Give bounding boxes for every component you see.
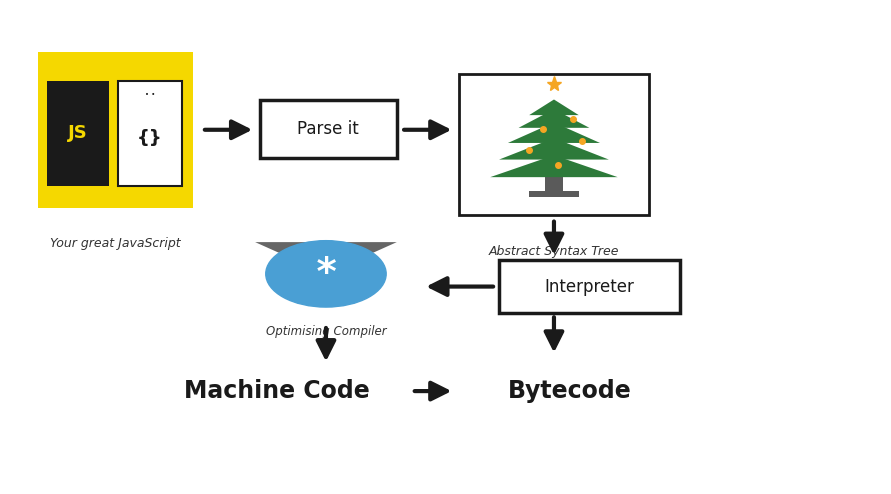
FancyBboxPatch shape	[545, 177, 563, 197]
FancyBboxPatch shape	[529, 191, 579, 197]
Polygon shape	[508, 123, 600, 143]
Text: Machine Code: Machine Code	[184, 379, 370, 403]
FancyBboxPatch shape	[259, 100, 396, 158]
FancyBboxPatch shape	[459, 74, 650, 215]
FancyBboxPatch shape	[47, 81, 109, 186]
Text: *: *	[315, 255, 338, 293]
Polygon shape	[519, 109, 589, 128]
Text: Abstract Syntax Tree: Abstract Syntax Tree	[489, 245, 619, 257]
Text: Interpreter: Interpreter	[544, 278, 634, 295]
Polygon shape	[490, 155, 617, 177]
Text: • •: • •	[144, 91, 155, 98]
Polygon shape	[255, 242, 396, 274]
Text: Bytecode: Bytecode	[508, 379, 632, 403]
FancyBboxPatch shape	[118, 81, 182, 186]
Circle shape	[266, 241, 386, 307]
Text: Your great JavaScript: Your great JavaScript	[51, 237, 181, 250]
FancyBboxPatch shape	[38, 51, 193, 208]
Text: JS: JS	[69, 124, 88, 142]
Polygon shape	[499, 138, 609, 160]
Text: Parse it: Parse it	[298, 120, 359, 138]
FancyBboxPatch shape	[499, 260, 680, 313]
Text: {}: {}	[137, 129, 162, 147]
Polygon shape	[529, 99, 579, 115]
Text: Optimising Compiler: Optimising Compiler	[266, 325, 387, 338]
